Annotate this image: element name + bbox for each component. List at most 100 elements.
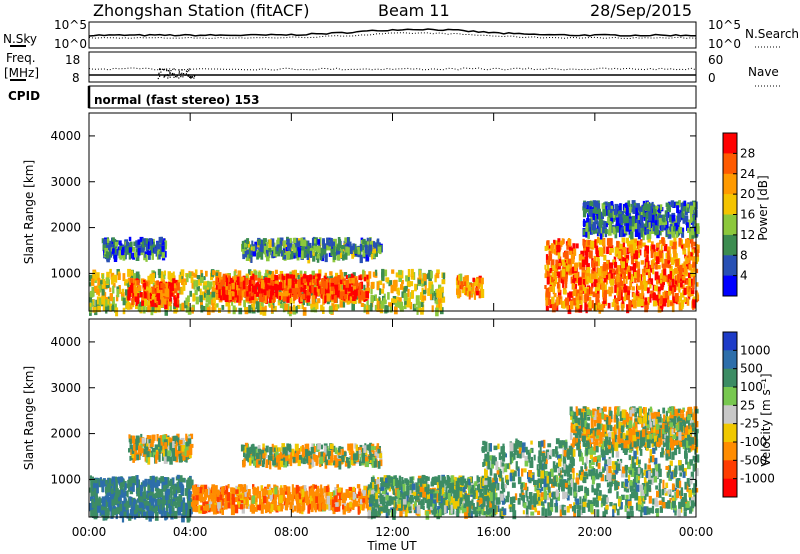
echo-pixel — [656, 275, 660, 284]
echo-pixel — [212, 486, 217, 495]
echo-pixel — [108, 503, 113, 512]
echo-pixel — [635, 250, 639, 260]
echo-pixel — [623, 278, 626, 284]
echo-pixel — [97, 478, 100, 486]
echo-pixel — [630, 238, 635, 247]
echo-pixel — [206, 289, 210, 295]
echo-pixel — [566, 258, 569, 264]
echo-pixel — [268, 289, 271, 298]
echo-pixel — [603, 254, 607, 261]
echo-pixel — [283, 240, 286, 249]
echo-pixel — [374, 242, 378, 251]
echo-pixel — [222, 276, 226, 285]
echo-pixel — [611, 302, 614, 308]
echo-pixel — [237, 287, 242, 296]
echo-pixel — [604, 209, 609, 216]
echo-pixel — [356, 484, 361, 489]
echo-pixel — [673, 226, 676, 232]
echo-pixel — [136, 498, 140, 503]
echo-pixel — [302, 286, 306, 293]
echo-pixel — [467, 284, 471, 291]
echo-pixel — [558, 278, 561, 283]
echo-pixel — [140, 292, 143, 298]
echo-pixel — [691, 249, 695, 256]
echo-pixel — [241, 506, 245, 514]
echo-pixel — [585, 277, 589, 285]
echo-pixel — [143, 442, 148, 448]
echo-pixel — [104, 499, 109, 507]
echo-pixel — [312, 250, 315, 256]
cpid-strip: CPID normal (fast stereo) 153 — [8, 85, 697, 109]
echo-pixel — [656, 210, 659, 215]
echo-pixel — [457, 274, 461, 283]
echo-pixel — [661, 220, 666, 228]
echo-pixel — [643, 249, 647, 258]
echo-pixel — [635, 295, 638, 301]
echo-pixel — [603, 202, 606, 207]
echo-pixel — [644, 245, 648, 251]
echo-pixel — [590, 240, 594, 248]
echo-pixel — [188, 491, 192, 497]
echo-pixel — [667, 274, 671, 283]
echo-pixel — [614, 284, 617, 293]
echo-pixel — [434, 299, 437, 304]
echo-pixel — [168, 480, 172, 487]
echo-pixel — [584, 245, 587, 251]
echo-pixel — [323, 503, 327, 511]
echo-pixel — [257, 504, 261, 511]
echo-pixel — [374, 269, 378, 276]
echo-pixel — [300, 277, 305, 285]
echo-pixel — [105, 479, 108, 485]
echo-pixel — [598, 208, 601, 214]
echo-pixel — [406, 300, 410, 308]
y-tick-label: 4000 — [50, 129, 81, 143]
echo-pixel — [601, 281, 606, 290]
echo-pixel — [435, 299, 440, 305]
echo-pixel — [170, 282, 175, 291]
echo-pixel — [221, 486, 224, 495]
echo-pixel — [218, 289, 222, 298]
echo-pixel — [164, 300, 168, 310]
echo-pixel — [592, 266, 596, 271]
echo-pixel — [204, 291, 207, 298]
echo-pixel — [659, 239, 662, 245]
echo-pixel — [682, 248, 687, 255]
echo-pixel — [312, 484, 315, 490]
echo-pixel — [163, 507, 166, 517]
echo-pixel — [647, 279, 650, 285]
echo-pixel — [409, 281, 414, 287]
echo-pixel — [102, 239, 107, 245]
echo-pixel — [161, 504, 164, 511]
echo-pixel — [654, 228, 657, 235]
echo-pixel — [584, 287, 588, 295]
echo-pixel — [629, 280, 633, 287]
echo-pixel — [117, 273, 121, 280]
echo-pixel — [145, 511, 148, 520]
echo-pixel — [143, 306, 146, 314]
echo-pixel — [582, 229, 586, 236]
echo-pixel — [442, 272, 446, 281]
echo-pixel — [144, 292, 147, 299]
nave-point — [160, 71, 162, 73]
nave-point — [183, 73, 185, 75]
echo-pixel — [670, 275, 675, 282]
echo-pixel — [617, 251, 621, 259]
echo-pixel — [324, 295, 327, 304]
echo-pixel — [187, 500, 190, 509]
echo-pixel — [637, 268, 641, 278]
echo-pixel — [352, 503, 355, 508]
echo-pixel — [128, 247, 132, 253]
echo-pixel — [315, 285, 319, 293]
echo-pixel — [575, 243, 579, 249]
echo-pixel — [654, 225, 659, 230]
echo-pixel — [633, 238, 638, 247]
echo-pixel — [343, 281, 347, 285]
echo-pixel — [682, 243, 686, 251]
echo-pixel — [151, 292, 156, 300]
echo-pixel — [118, 494, 122, 502]
echo-pixel — [154, 505, 158, 515]
echo-pixel — [100, 480, 105, 488]
echo-pixel — [268, 280, 272, 286]
echo-pixel — [293, 247, 297, 253]
echo-pixel — [311, 491, 316, 499]
